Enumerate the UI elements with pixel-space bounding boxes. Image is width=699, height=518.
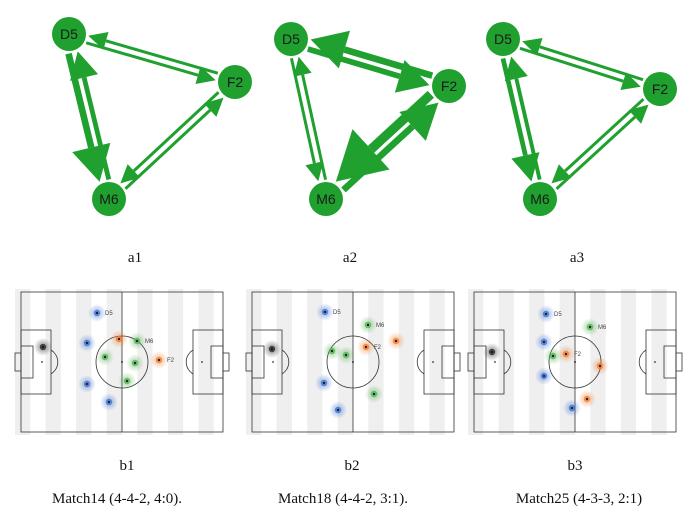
player-label: D5 <box>333 310 341 316</box>
edge-M6-D5 <box>293 56 328 180</box>
pitch-b1-players: D5 M6 F2 <box>34 304 175 411</box>
caption-b2: Match18 (4-4-2, 3:1). <box>278 491 408 507</box>
player-marker-orange <box>591 357 609 375</box>
edge-M6-D5 <box>70 51 112 181</box>
player-marker-blue: D5 <box>88 304 113 322</box>
player-marker-green <box>365 385 383 403</box>
network-a2-edges <box>289 30 439 193</box>
network-a3: D5 F2 M6 a3 <box>486 22 677 266</box>
player-marker-orange <box>387 332 405 350</box>
node-F2: F2 <box>218 65 252 99</box>
player-marker-blue <box>535 333 553 351</box>
player-marker-green <box>323 342 341 360</box>
node-M6: M6 <box>309 182 343 216</box>
player-marker-blue <box>78 334 96 352</box>
edge-M6-F2 <box>555 104 649 190</box>
player-marker-green: M6 <box>128 332 154 350</box>
pitch-b3: D5 M6 F2 <box>467 289 683 435</box>
panel-label-a1: a1 <box>128 250 142 266</box>
node-label: M6 <box>99 191 119 207</box>
network-a1-edges <box>65 31 224 190</box>
edge-M6-D5 <box>504 56 542 181</box>
edge-F2-M6 <box>335 90 434 182</box>
player-marker-orange: F2 <box>150 351 175 369</box>
player-marker-green <box>544 347 562 365</box>
player-label: F2 <box>374 345 382 351</box>
player-marker-green <box>337 346 355 364</box>
player-marker-green: M6 <box>581 318 607 336</box>
node-M6: M6 <box>523 182 557 216</box>
player-marker-black <box>34 338 52 356</box>
node-F2: F2 <box>432 69 466 103</box>
edge-D5-F2 <box>85 41 216 85</box>
edge-F2-D5 <box>88 31 219 75</box>
player-label: D5 <box>105 311 113 317</box>
player-marker-green <box>126 354 144 372</box>
panel-label-a2: a2 <box>343 250 357 266</box>
player-marker-green <box>96 348 114 366</box>
player-marker-orange: F2 <box>357 338 382 356</box>
node-label: M6 <box>316 191 336 207</box>
node-label: D5 <box>60 26 78 42</box>
edge-F2-M6 <box>120 91 220 184</box>
panel-label-a3: a3 <box>570 250 584 266</box>
panel-label-b3: b3 <box>568 458 583 474</box>
player-marker-black <box>483 343 501 361</box>
edge-F2-D5 <box>522 38 644 82</box>
node-D5: D5 <box>52 17 86 51</box>
network-a1: D5 F2 M6 a1 <box>52 17 252 266</box>
player-marker-green: M6 <box>359 316 385 334</box>
player-marker-blue <box>563 399 581 417</box>
panel-label-b1: b1 <box>120 458 135 474</box>
edge-D5-F2 <box>519 46 641 90</box>
player-marker-orange <box>110 330 128 348</box>
node-label: F2 <box>227 74 244 90</box>
node-D5: D5 <box>486 22 520 56</box>
edge-D5-M6 <box>289 58 324 182</box>
player-label: D5 <box>554 312 562 318</box>
pitch-b1-field <box>14 289 230 435</box>
pitch-b2-players: D5 M6 F2 <box>263 303 405 419</box>
caption-b3: Match25 (4-3-3, 2:1) <box>516 491 642 507</box>
player-label: F2 <box>167 358 175 364</box>
player-label: M6 <box>145 339 154 345</box>
player-marker-blue <box>329 401 347 419</box>
node-label: F2 <box>441 78 458 94</box>
player-marker-green <box>118 372 136 390</box>
caption-b1: Match14 (4-4-2, 4:0). <box>52 491 182 507</box>
pitch-b1: D5 M6 F2 <box>14 289 230 435</box>
node-M6: M6 <box>92 182 126 216</box>
player-label: M6 <box>376 323 385 329</box>
node-label: F2 <box>652 81 669 97</box>
network-a3-edges <box>500 38 649 190</box>
edge-F2-D5 <box>310 30 434 79</box>
node-F2: F2 <box>643 72 677 106</box>
panel-label-b2: b2 <box>345 458 360 474</box>
player-marker-blue <box>78 375 96 393</box>
node-label: D5 <box>282 31 300 47</box>
network-a2: D5 F2 M6 a2 <box>274 22 466 266</box>
pitch-b2: D5 M6 F2 <box>245 289 461 435</box>
edge-F2-M6 <box>551 98 645 184</box>
player-marker-blue: D5 <box>316 303 341 321</box>
player-marker-blue <box>315 374 333 392</box>
node-label: M6 <box>530 191 550 207</box>
player-label: F2 <box>574 352 582 358</box>
player-marker-blue: D5 <box>537 305 562 323</box>
player-marker-blue <box>100 393 118 411</box>
pitch-b3-players: D5 M6 F2 <box>483 305 609 417</box>
node-D5: D5 <box>274 22 308 56</box>
player-marker-orange <box>578 390 596 408</box>
player-marker-blue <box>535 367 553 385</box>
player-marker-black <box>263 340 281 358</box>
node-label: D5 <box>494 31 512 47</box>
edge-M6-F2 <box>124 97 224 190</box>
player-label: M6 <box>598 325 607 331</box>
pitch-b2-field <box>245 289 461 435</box>
